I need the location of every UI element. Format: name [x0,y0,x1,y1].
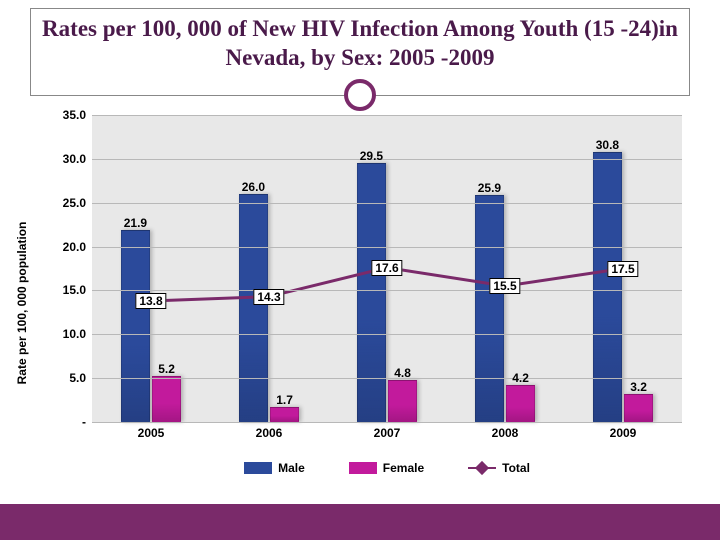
gridline [92,247,682,248]
gridline [92,159,682,160]
gridline [92,378,682,379]
line-point-label: 17.5 [607,261,638,277]
title-container: Rates per 100, 000 of New HIV Infection … [30,8,690,96]
line-point-label: 17.6 [371,260,402,276]
legend-swatch-female [349,462,377,474]
x-tick-label: 2006 [256,426,283,440]
footer-bar [0,504,720,540]
ytick-label: 5.0 [30,371,86,385]
ytick-label: 25.0 [30,196,86,210]
legend-item-female: Female [349,461,424,475]
bar-label: 4.8 [394,366,411,380]
ytick-label: - [30,415,86,429]
gridline [92,334,682,335]
line-point-label: 15.5 [489,278,520,294]
line-point-label: 14.3 [253,289,284,305]
y-axis-title: Rate per 100, 000 population [15,221,29,384]
ytick-label: 30.0 [30,152,86,166]
slide: { "title": "Rates per 100, 000 of New HI… [0,0,720,540]
legend-label-total: Total [502,461,530,475]
gridline [92,422,682,423]
bar-label: 21.9 [124,216,147,230]
bar-label: 3.2 [630,380,647,394]
legend-swatch-male [244,462,272,474]
slide-title: Rates per 100, 000 of New HIV Infection … [41,15,679,73]
bar-label: 26.0 [242,180,265,194]
gridline [92,115,682,116]
ytick-label: 10.0 [30,327,86,341]
legend: Male Female Total [92,458,682,478]
x-tick-label: 2005 [138,426,165,440]
gridline [92,203,682,204]
legend-item-total: Total [468,461,530,475]
legend-label-male: Male [278,461,305,475]
bar-label: 1.7 [276,393,293,407]
legend-item-male: Male [244,461,305,475]
x-axis-labels: 2005 2006 2007 2008 2009 [92,426,682,442]
bar-label: 29.5 [360,149,383,163]
x-tick-label: 2007 [374,426,401,440]
ytick-label: 15.0 [30,283,86,297]
ytick-label: 35.0 [30,108,86,122]
gridline [92,290,682,291]
legend-swatch-total [468,462,496,474]
x-tick-label: 2008 [492,426,519,440]
title-accent-circle [344,79,376,111]
ytick-label: 20.0 [30,240,86,254]
bar-label: 25.9 [478,181,501,195]
bar-label: 30.8 [596,138,619,152]
chart: Rate per 100, 000 population 20052006200… [30,115,690,490]
bar-label: 5.2 [158,362,175,376]
line-point-label: 13.8 [135,293,166,309]
bar-label: 4.2 [512,371,529,385]
x-tick-label: 2009 [610,426,637,440]
legend-label-female: Female [383,461,424,475]
